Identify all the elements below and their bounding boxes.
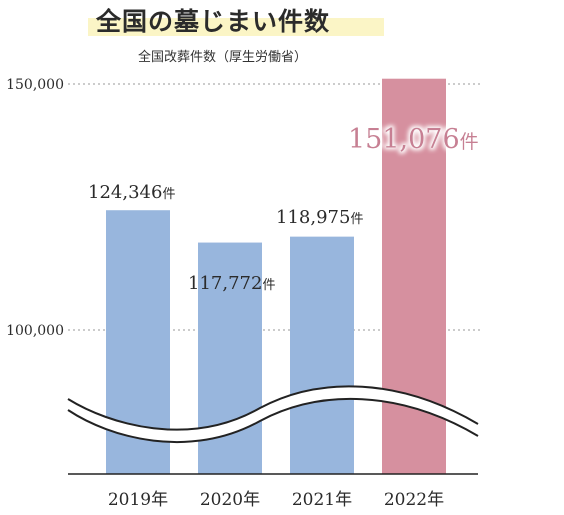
data-label: 124,346件 — [88, 182, 175, 203]
title-highlight — [88, 18, 384, 36]
y-tick-label: 100,000 — [6, 323, 64, 339]
chart-subtitle: 全国改葬件数（厚生労働省） — [138, 50, 308, 65]
axis-break — [67, 385, 479, 444]
break-line-bottom — [67, 397, 479, 444]
y-axis-labels: 100,000 150,000 — [6, 77, 64, 339]
x-tick-label: 2019年 — [108, 490, 168, 510]
x-tick-label: 2020年 — [200, 490, 260, 510]
x-tick-label: 2022年 — [384, 490, 444, 510]
y-tick-label: 150,000 — [6, 77, 64, 93]
chart-title: 全国の墓じまい件数 — [96, 7, 331, 36]
break-line-top — [67, 385, 479, 431]
data-label: 117,772件 — [188, 273, 275, 294]
bar — [290, 236, 354, 474]
x-tick-label: 2021年 — [292, 490, 352, 510]
gridlines — [68, 83, 480, 331]
data-label: 118,975件 — [276, 207, 363, 228]
value-labels: 124,346件 117,772件 118,975件 151,076件 — [88, 124, 479, 294]
x-axis-labels: 2019年 2020年 2021年 2022年 — [108, 490, 444, 510]
bars — [106, 78, 446, 474]
data-label: 151,076件 — [348, 124, 479, 155]
